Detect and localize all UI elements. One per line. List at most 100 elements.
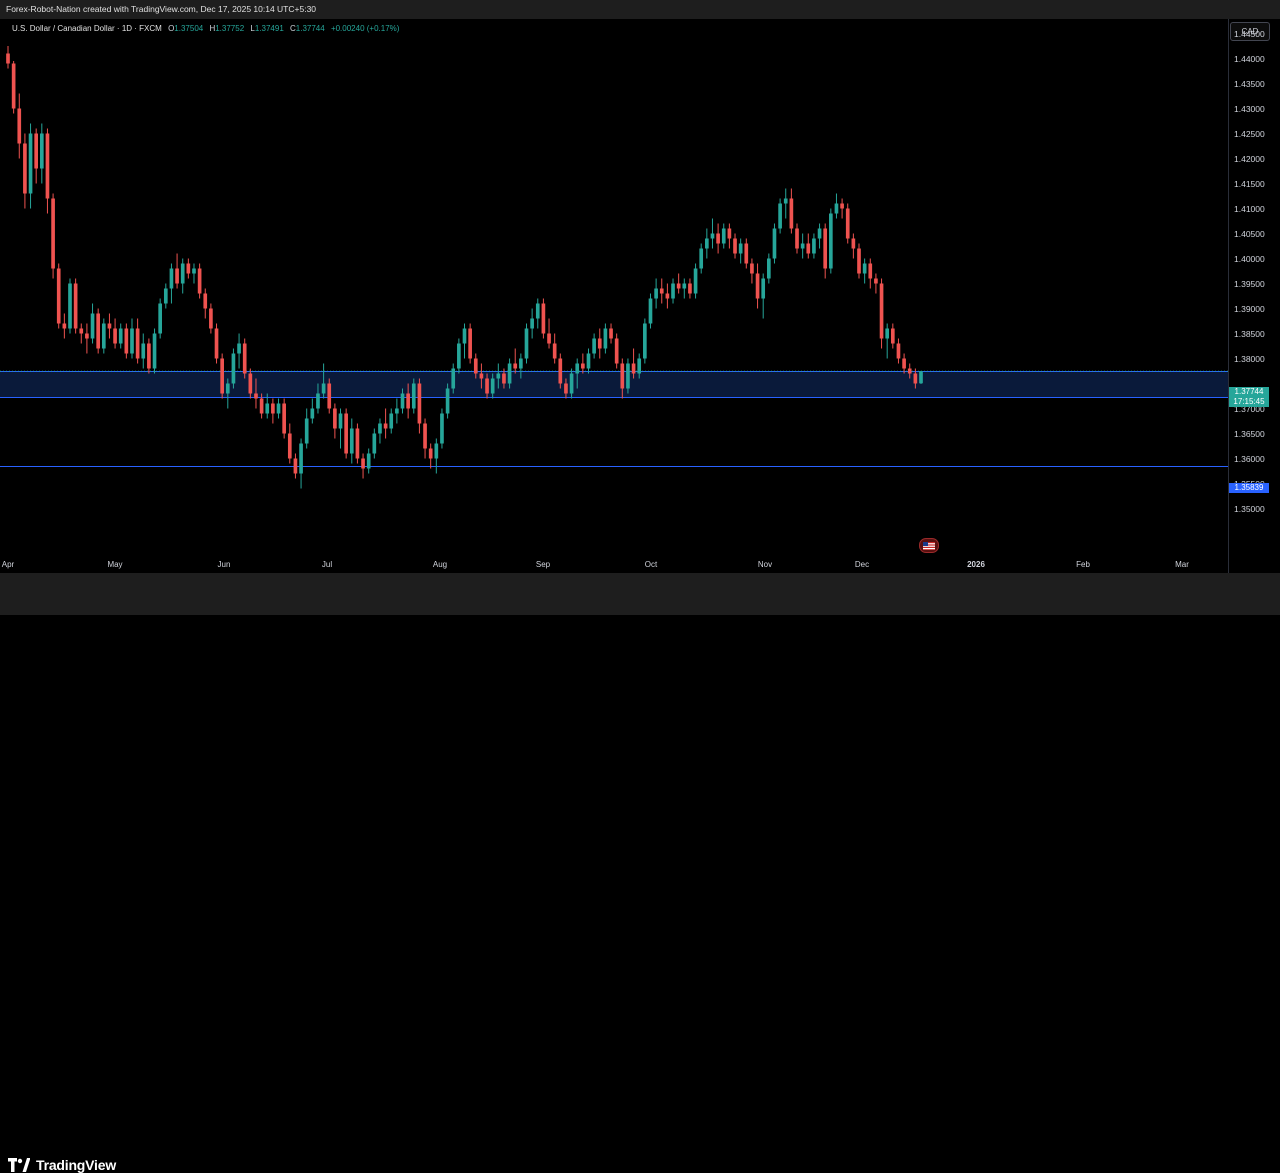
candle[interactable]: [361, 453, 365, 479]
price-chart[interactable]: [0, 19, 1228, 573]
candle[interactable]: [569, 368, 574, 399]
candle[interactable]: [738, 238, 743, 264]
candle[interactable]: [434, 438, 439, 474]
candle[interactable]: [45, 128, 50, 214]
candle[interactable]: [231, 348, 236, 389]
candle[interactable]: [445, 383, 450, 419]
candle[interactable]: [614, 333, 619, 369]
candle[interactable]: [118, 323, 123, 349]
candle[interactable]: [603, 323, 608, 354]
candle[interactable]: [721, 223, 726, 249]
candle[interactable]: [276, 398, 281, 419]
candle[interactable]: [772, 223, 777, 264]
candle[interactable]: [490, 373, 495, 399]
candle[interactable]: [440, 408, 444, 449]
candle[interactable]: [310, 398, 315, 424]
candle[interactable]: [575, 358, 580, 389]
candle[interactable]: [789, 188, 794, 234]
candle[interactable]: [682, 278, 687, 299]
candle[interactable]: [502, 368, 506, 389]
candle[interactable]: [620, 358, 625, 399]
candle[interactable]: [39, 123, 44, 184]
candle[interactable]: [333, 403, 337, 439]
candle[interactable]: [699, 243, 704, 274]
candle[interactable]: [197, 263, 202, 299]
candle[interactable]: [299, 438, 303, 489]
candle[interactable]: [62, 313, 67, 339]
candle[interactable]: [806, 233, 811, 259]
candle[interactable]: [395, 398, 399, 424]
candle[interactable]: [462, 323, 467, 359]
candle[interactable]: [659, 278, 664, 304]
candle[interactable]: [338, 408, 343, 449]
candle[interactable]: [473, 353, 478, 379]
candle[interactable]: [761, 273, 766, 319]
candle[interactable]: [254, 378, 258, 409]
candle[interactable]: [885, 323, 890, 359]
candle[interactable]: [11, 61, 16, 114]
candle[interactable]: [304, 408, 309, 449]
candle[interactable]: [56, 263, 61, 329]
candle[interactable]: [113, 318, 117, 349]
candle[interactable]: [147, 338, 151, 374]
candle[interactable]: [705, 228, 709, 259]
candle[interactable]: [586, 348, 591, 374]
candle[interactable]: [812, 233, 816, 259]
candle[interactable]: [727, 223, 732, 249]
candle[interactable]: [637, 353, 642, 379]
candle[interactable]: [907, 363, 912, 379]
candle[interactable]: [428, 443, 433, 469]
time-axis[interactable]: [0, 553, 1228, 573]
candle[interactable]: [152, 328, 157, 374]
candle[interactable]: [265, 393, 270, 419]
candle[interactable]: [597, 328, 602, 359]
candle[interactable]: [372, 428, 377, 459]
candle[interactable]: [524, 323, 529, 364]
candle[interactable]: [6, 46, 10, 69]
candle[interactable]: [383, 408, 388, 439]
candle[interactable]: [879, 278, 884, 349]
candle[interactable]: [68, 278, 72, 334]
candle[interactable]: [90, 303, 95, 344]
candle[interactable]: [519, 353, 523, 379]
candle[interactable]: [564, 378, 568, 399]
candle[interactable]: [530, 308, 534, 339]
candle[interactable]: [271, 398, 275, 424]
candle[interactable]: [259, 393, 264, 419]
candle[interactable]: [755, 263, 760, 309]
candle[interactable]: [451, 363, 456, 394]
candle[interactable]: [693, 263, 698, 299]
candle[interactable]: [411, 378, 416, 414]
candle[interactable]: [857, 243, 861, 279]
candle[interactable]: [535, 298, 540, 329]
candle[interactable]: [316, 383, 320, 414]
candle[interactable]: [609, 323, 613, 344]
candle[interactable]: [203, 288, 208, 319]
candle[interactable]: [834, 193, 839, 219]
candle[interactable]: [389, 408, 394, 434]
candle[interactable]: [293, 453, 298, 479]
candle[interactable]: [169, 263, 174, 304]
candle[interactable]: [840, 198, 844, 219]
candle[interactable]: [823, 223, 828, 279]
candle[interactable]: [186, 258, 191, 279]
candle[interactable]: [868, 258, 873, 289]
candle[interactable]: [180, 258, 185, 294]
candle[interactable]: [28, 123, 33, 209]
candle[interactable]: [485, 373, 489, 399]
candle[interactable]: [141, 333, 146, 369]
candle[interactable]: [479, 363, 484, 389]
candle[interactable]: [242, 338, 247, 379]
candle[interactable]: [327, 378, 332, 414]
candle[interactable]: [349, 418, 354, 464]
candle[interactable]: [800, 233, 805, 259]
candle[interactable]: [643, 318, 647, 364]
currency-button[interactable]: CAD: [1230, 22, 1270, 41]
candle[interactable]: [287, 423, 292, 464]
candle[interactable]: [767, 253, 771, 284]
candle[interactable]: [778, 198, 782, 234]
candle[interactable]: [23, 133, 27, 209]
candle[interactable]: [85, 323, 89, 354]
candle[interactable]: [17, 93, 22, 159]
candle[interactable]: [733, 233, 737, 259]
